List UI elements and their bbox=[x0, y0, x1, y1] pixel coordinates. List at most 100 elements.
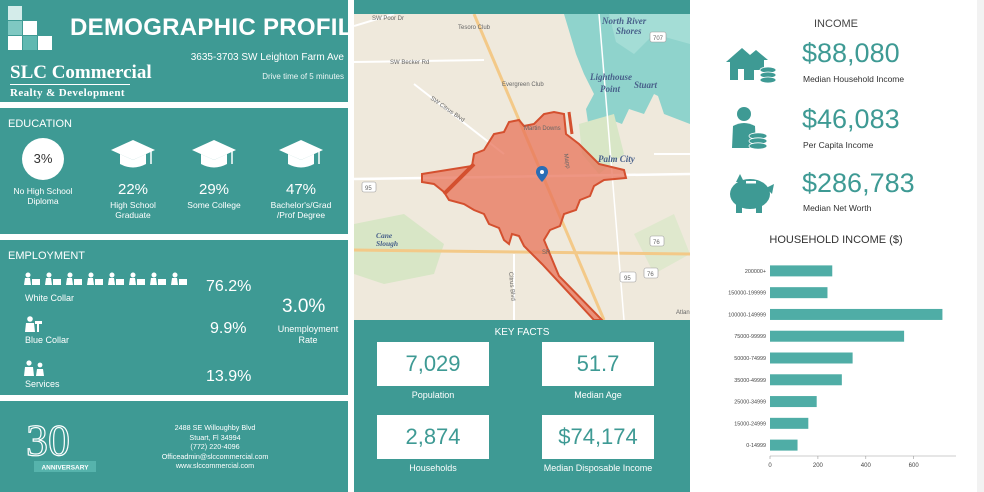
map-label: 76 bbox=[647, 272, 654, 278]
unemployment-label: Unemployment Rate bbox=[277, 324, 339, 345]
bar bbox=[770, 330, 905, 342]
education-item: 47% Bachelor's/Grad /Prof Degree bbox=[264, 138, 338, 220]
anniversary-number: 30 bbox=[26, 416, 70, 465]
education-item-label: Some College bbox=[187, 200, 241, 210]
education-item: 29% Some College bbox=[177, 138, 251, 210]
logo-subtitle: Realty & Development bbox=[10, 87, 125, 99]
office-website[interactable]: www.slccommercial.com bbox=[175, 461, 255, 471]
map-canvas: SW Poor Dr Tesoro Club SW Becker Rd Ever… bbox=[354, 14, 690, 320]
logo-square bbox=[23, 21, 37, 35]
education-item: 22% High School Graduate bbox=[96, 138, 170, 220]
logo-mark bbox=[8, 6, 64, 62]
map-label: Lighthouse bbox=[589, 72, 632, 82]
office-worker-icon bbox=[129, 272, 145, 285]
bar bbox=[770, 308, 943, 320]
anniversary-label: ANNIVERSARY bbox=[41, 465, 89, 472]
category-label: 200000+ bbox=[745, 269, 766, 275]
office-address: 2488 SE Willoughby Blvd bbox=[174, 423, 256, 432]
category-label: 50000-74999 bbox=[734, 356, 766, 362]
contact-block: 2488 SE Willoughby Blvd Stuart, Fl 34994… bbox=[150, 423, 280, 471]
education-item-label: No High School Diploma bbox=[13, 186, 73, 206]
office-worker-icon bbox=[87, 272, 103, 285]
white-collar-label: White Collar bbox=[25, 293, 75, 303]
category-label: 15000-24999 bbox=[734, 421, 766, 427]
person-coins-icon bbox=[732, 107, 768, 150]
property-address: 3635-3703 SW Leighton Farm Ave bbox=[190, 52, 344, 63]
x-tick-label: 600 bbox=[909, 463, 920, 469]
page-title: DEMOGRAPHIC PROFILE bbox=[70, 14, 370, 41]
per-capita-income-value: $46,083 bbox=[802, 104, 900, 134]
graduation-cap-icon bbox=[279, 140, 323, 168]
education-item-pct: 22% bbox=[117, 181, 149, 198]
map-label: Atlan bbox=[676, 310, 690, 316]
education-item-label: High School Graduate bbox=[110, 200, 156, 220]
employment-heading: EMPLOYMENT bbox=[8, 250, 86, 262]
category-label: 150000-199999 bbox=[728, 291, 766, 297]
education-item-pct: 29% bbox=[198, 181, 230, 198]
blue-collar-label: Blue Collar bbox=[25, 335, 70, 345]
logo-name: SLC Commercial bbox=[10, 62, 152, 83]
bar bbox=[770, 396, 817, 408]
office-phone[interactable]: (772) 220-4096 bbox=[190, 442, 240, 452]
map-label: Martin Downs bbox=[524, 126, 561, 132]
map-label: Citrus Blvd bbox=[507, 272, 516, 301]
white-collar-icons bbox=[24, 272, 187, 286]
median-age-value: 51.7 bbox=[542, 342, 654, 386]
map-label: SR bbox=[542, 250, 551, 256]
office-worker-icon bbox=[66, 272, 82, 285]
office-worker-icon bbox=[150, 272, 166, 285]
drive-time-map[interactable]: SW Poor Dr Tesoro Club SW Becker Rd Ever… bbox=[354, 14, 690, 320]
disposable-income-label: Median Disposable Income bbox=[543, 463, 653, 473]
map-label: North River bbox=[601, 16, 647, 26]
logo-square bbox=[23, 36, 37, 50]
header-panel: DEMOGRAPHIC PROFILE 3635-3703 SW Leighto… bbox=[0, 0, 369, 102]
map-label: Point bbox=[600, 84, 621, 94]
piggy-bank-icon bbox=[730, 174, 774, 213]
service-worker-icon bbox=[24, 360, 44, 376]
office-worker-icon bbox=[24, 272, 40, 285]
right-margin bbox=[977, 0, 984, 492]
unemployment-value: 3.0% bbox=[282, 296, 326, 317]
services-label: Services bbox=[25, 379, 60, 389]
x-tick-label: 400 bbox=[861, 463, 872, 469]
bar bbox=[770, 287, 828, 299]
education-item-label: Bachelor's/Grad /Prof Degree bbox=[270, 200, 332, 220]
blue-collar-worker-icon bbox=[25, 316, 42, 332]
median-net-worth-value: $286,783 bbox=[802, 168, 915, 198]
category-label: 100000-149999 bbox=[728, 312, 766, 318]
services-value: 13.9% bbox=[206, 368, 252, 385]
disposable-income-value: $74,174 bbox=[542, 415, 654, 459]
blue-collar-value: 9.9% bbox=[210, 320, 247, 337]
income-heading: INCOME bbox=[814, 18, 858, 30]
office-city: Stuart, Fl 34994 bbox=[189, 432, 241, 442]
logo-divider bbox=[10, 84, 130, 85]
no-diploma-pct: 3% bbox=[22, 138, 64, 180]
map-label: SW Poor Dr bbox=[372, 16, 404, 22]
median-household-income-label: Median Household Income bbox=[803, 74, 905, 84]
anniversary-logo: 30 ANNIVERSARY bbox=[25, 415, 96, 472]
bar bbox=[770, 417, 809, 429]
house-coins-icon bbox=[726, 48, 777, 84]
logo-square bbox=[8, 6, 22, 20]
household-income-chart: 200000+ 150000-199999 100000-149999 75000-9… bbox=[728, 265, 956, 469]
map-label: 707 bbox=[653, 36, 664, 42]
x-tick-label: 0 bbox=[768, 463, 772, 469]
office-email[interactable]: Officeadmin@slccommercial.com bbox=[161, 451, 269, 461]
median-age-label: Median Age bbox=[574, 390, 622, 400]
bar bbox=[770, 352, 853, 364]
map-label: Stuart bbox=[634, 80, 658, 90]
median-household-income-value: $88,080 bbox=[802, 38, 900, 68]
employment-panel: EMPLOYMENT White Collar 76.2% Blue Colla… bbox=[0, 240, 348, 395]
per-capita-income-label: Per Capita Income bbox=[803, 140, 874, 150]
population-label: Population bbox=[411, 390, 455, 400]
education-item: 3% No High School Diploma bbox=[6, 138, 80, 206]
x-tick-label: 200 bbox=[813, 463, 824, 469]
white-collar-value: 76.2% bbox=[206, 278, 252, 295]
map-top-bar bbox=[354, 0, 690, 14]
office-worker-icon bbox=[108, 272, 124, 285]
key-facts-heading: KEY FACTS bbox=[494, 327, 550, 338]
river-water bbox=[564, 14, 690, 134]
bar bbox=[770, 439, 798, 451]
map-label: Mapp bbox=[562, 153, 571, 169]
category-label: 0-14999 bbox=[746, 443, 766, 449]
